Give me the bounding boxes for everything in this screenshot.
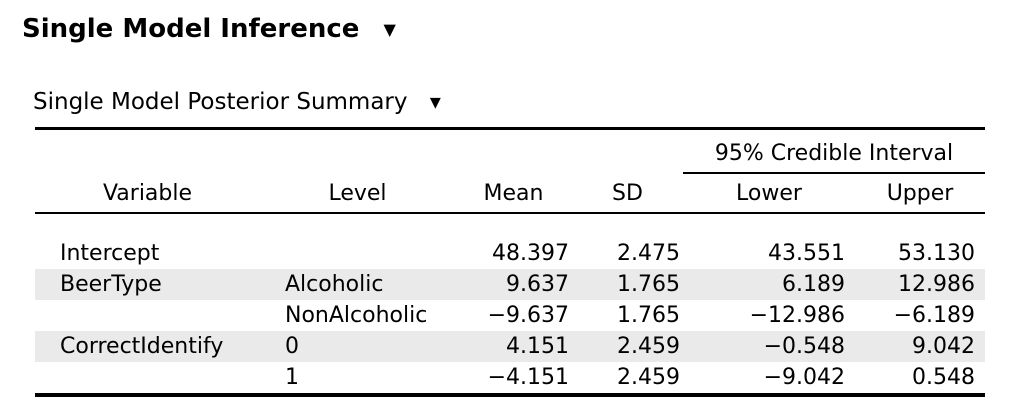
caret-down-icon[interactable]: ▼: [429, 95, 441, 111]
cell-variable: [35, 300, 260, 331]
col-header-lower: Lower: [683, 173, 855, 214]
cell-level: NonAlcoholic: [285, 303, 428, 328]
posterior-summary-table: 95% Credible Interval Variable Level Mea…: [35, 127, 986, 397]
cell-upper: −6.189: [893, 303, 976, 328]
cell-mean: 9.637: [506, 272, 569, 297]
col-header-variable: Variable: [35, 173, 260, 214]
cell-upper: 0.548: [912, 365, 976, 390]
cell-mean: 4.151: [506, 334, 569, 359]
cell-lower: −12.986: [749, 303, 845, 328]
col-header-level: Level: [260, 173, 455, 214]
cell-sd: 2.459: [617, 334, 680, 359]
table-row: BeerType Alcoholic 9.637 1.765 6.189 12.986: [35, 269, 986, 300]
cell-mean: −4.151: [487, 365, 569, 390]
cell-level: 0: [285, 334, 299, 359]
col-header-upper: Upper: [855, 173, 986, 214]
ci-spacer: [35, 129, 683, 174]
cell-lower: −9.042: [763, 365, 845, 390]
cell-lower: 43.551: [768, 241, 845, 266]
cell-upper: 53.130: [898, 241, 976, 266]
cell-sd: 1.765: [617, 303, 680, 328]
cell-sd: 2.459: [617, 365, 680, 390]
table-row: 1 −4.151 2.459 −9.042 0.548: [35, 362, 985, 395]
cell-upper: 9.042: [912, 334, 976, 359]
section-title-text: Single Model Inference: [22, 14, 360, 44]
table-title-text: Single Model Posterior Summary: [33, 89, 408, 115]
col-header-sd: SD: [572, 173, 683, 214]
results-panel: Single Model Inference ▼ Single Model Po…: [0, 14, 1010, 397]
cell-mean: 48.397: [492, 241, 569, 266]
section-title[interactable]: Single Model Inference ▼: [22, 14, 1010, 47]
cell-variable: BeerType: [60, 272, 162, 297]
cell-upper: 12.986: [898, 272, 976, 297]
cell-variable: Intercept: [60, 241, 160, 266]
cell-level: 1: [285, 365, 299, 390]
table-row: Intercept 48.397 2.475 43.551 53.130: [35, 213, 985, 269]
cell-mean: −9.637: [487, 303, 569, 328]
table-body: Intercept 48.397 2.475 43.551 53.130 BeerType…: [35, 213, 986, 395]
table-row: CorrectIdentify 0 4.151 2.459 −0.548 9.042: [35, 331, 986, 362]
cell-sd: 2.475: [617, 241, 680, 266]
ci-group-header: 95% Credible Interval: [683, 128, 986, 174]
cell-lower: 6.189: [782, 272, 845, 297]
caret-down-icon[interactable]: ▼: [383, 20, 396, 39]
cell-variable: [35, 362, 260, 395]
cell-variable: CorrectIdentify: [60, 334, 224, 359]
cell-sd: 1.765: [617, 272, 680, 297]
column-header-row: Variable Level Mean SD Lower Upper: [35, 173, 986, 214]
ci-group-row: 95% Credible Interval: [35, 128, 986, 174]
table-title[interactable]: Single Model Posterior Summary ▼: [33, 88, 1010, 119]
table-row: NonAlcoholic −9.637 1.765 −12.986 −6.189: [35, 300, 985, 331]
col-header-mean: Mean: [455, 173, 572, 214]
cell-level: Alcoholic: [285, 272, 384, 297]
cell-lower: −0.548: [763, 334, 845, 359]
cell-level: [260, 213, 455, 269]
